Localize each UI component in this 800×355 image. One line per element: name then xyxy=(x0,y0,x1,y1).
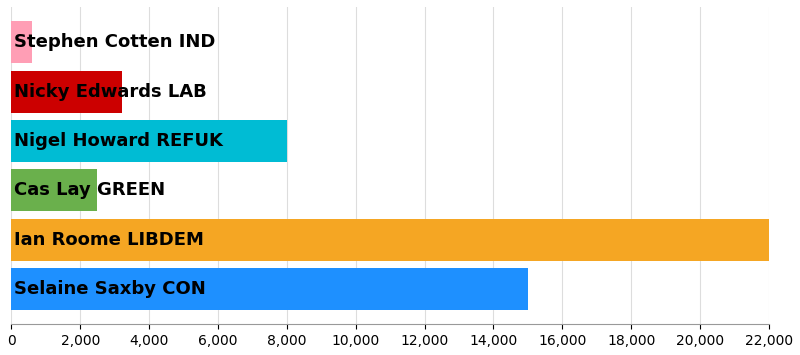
Text: Cas Lay GREEN: Cas Lay GREEN xyxy=(14,181,165,199)
Text: Ian Roome LIBDEM: Ian Roome LIBDEM xyxy=(14,231,204,248)
Text: Nicky Edwards LAB: Nicky Edwards LAB xyxy=(14,83,207,101)
Bar xyxy=(11,71,122,113)
Bar xyxy=(11,268,528,310)
Bar xyxy=(11,169,98,211)
Bar xyxy=(11,219,769,261)
Text: Selaine Saxby CON: Selaine Saxby CON xyxy=(14,280,206,298)
Bar xyxy=(11,120,287,162)
Text: Stephen Cotten IND: Stephen Cotten IND xyxy=(14,33,215,51)
Bar xyxy=(11,21,32,63)
Text: Nigel Howard REFUK: Nigel Howard REFUK xyxy=(14,132,223,150)
